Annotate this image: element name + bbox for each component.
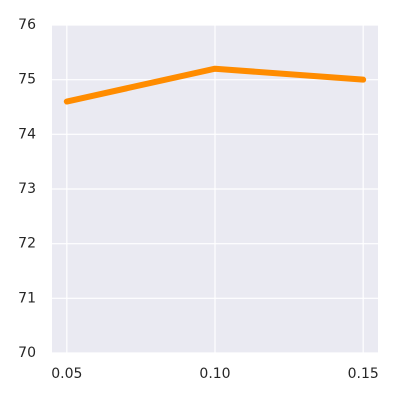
y-tick-label: 75 [18, 72, 36, 88]
y-tick-label: 76 [18, 17, 36, 33]
y-tick-label: 73 [18, 181, 36, 197]
y-tick-label: 74 [18, 126, 36, 142]
x-tick-label: 0.15 [348, 366, 379, 382]
x-tick-label: 0.10 [199, 366, 230, 382]
grid [52, 24, 378, 354]
y-tick-label: 71 [18, 290, 36, 306]
labels: 70 71 72 73 74 75 76 0.05 0.10 0.15 [18, 17, 379, 382]
y-tick-label: 70 [18, 345, 36, 361]
line [63, 65, 367, 105]
y-tick-label: 72 [18, 236, 36, 252]
marks [63, 65, 367, 105]
x-tick-label: 0.05 [51, 366, 82, 382]
